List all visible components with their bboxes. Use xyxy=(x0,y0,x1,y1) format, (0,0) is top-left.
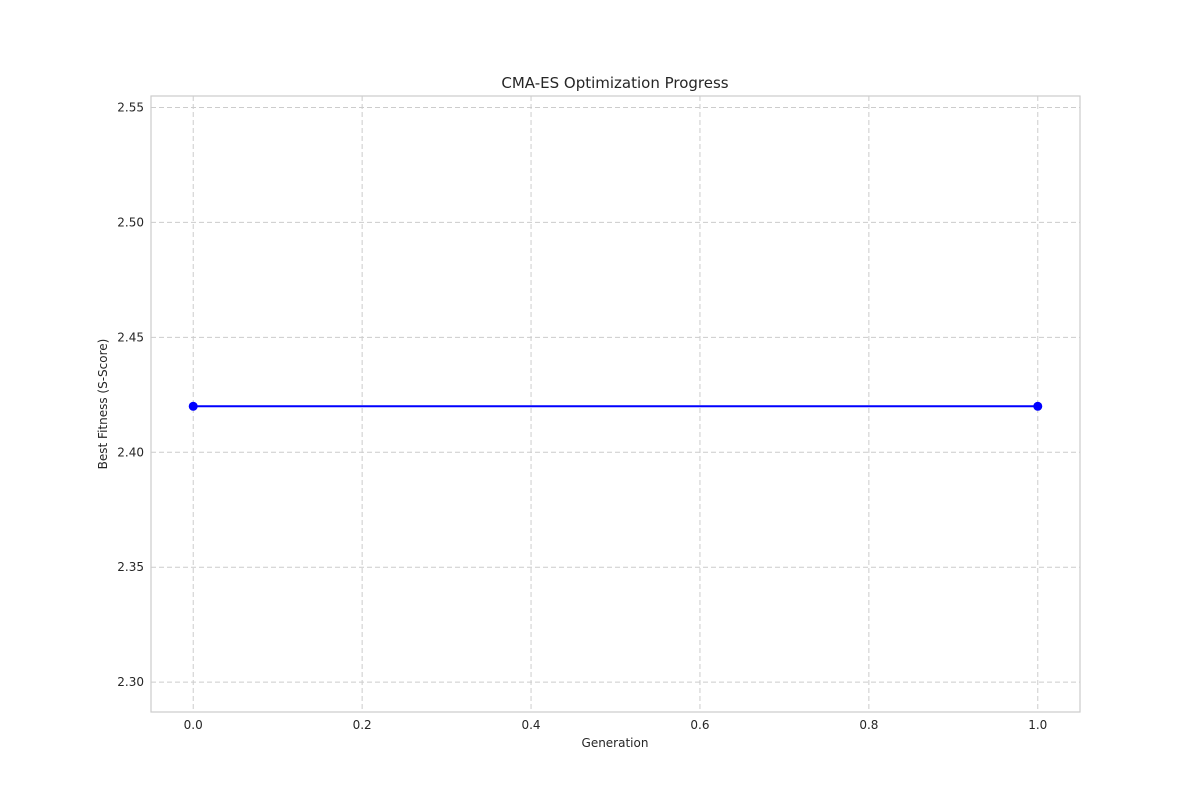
x-tick-label: 0.8 xyxy=(859,718,878,732)
chart-title: CMA-ES Optimization Progress xyxy=(501,74,728,92)
y-tick-label: 2.50 xyxy=(117,215,144,229)
y-tick-label: 2.30 xyxy=(117,675,144,689)
tick-labels: 0.0 0.2 0.4 0.6 0.8 1.0 2.30 2.35 2.40 2.45 2.50 2.… xyxy=(117,100,1047,732)
y-tick-label: 2.35 xyxy=(117,560,144,574)
y-tick-label: 2.45 xyxy=(117,330,144,344)
x-tick-label: 0.2 xyxy=(353,718,372,732)
x-tick-label: 0.0 xyxy=(184,718,203,732)
y-axis-label: Best Fitness (S-Score) xyxy=(96,339,110,470)
plot-area xyxy=(150,95,1081,713)
series-layer xyxy=(188,401,1043,411)
data-point xyxy=(1033,401,1043,411)
y-tick-label: 2.55 xyxy=(117,100,144,114)
x-tick-label: 0.6 xyxy=(690,718,709,732)
data-point xyxy=(188,401,198,411)
x-axis-label: Generation xyxy=(582,736,649,750)
x-tick-label: 1.0 xyxy=(1028,718,1047,732)
y-tick-label: 2.40 xyxy=(117,445,144,459)
x-tick-label: 0.4 xyxy=(521,718,540,732)
